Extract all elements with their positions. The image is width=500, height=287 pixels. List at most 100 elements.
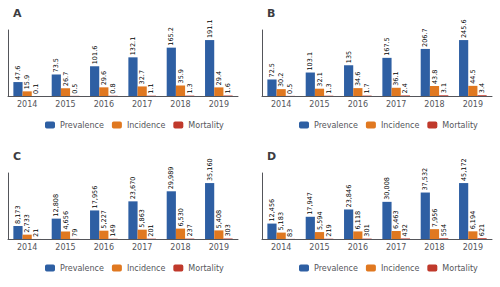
svg-text:1.1: 1.1 xyxy=(147,83,155,93)
svg-text:2014: 2014 xyxy=(271,100,291,109)
svg-text:17,956: 17,956 xyxy=(91,186,99,209)
svg-text:3.4: 3.4 xyxy=(478,83,486,93)
svg-text:12,456: 12,456 xyxy=(268,199,276,222)
svg-text:Incidence: Incidence xyxy=(127,264,166,273)
svg-text:23,846: 23,846 xyxy=(345,185,353,208)
svg-text:6,463: 6,463 xyxy=(392,210,400,229)
svg-text:C: C xyxy=(13,150,21,163)
svg-text:5,227: 5,227 xyxy=(100,210,108,229)
svg-text:2015: 2015 xyxy=(55,100,75,109)
svg-text:0.5: 0.5 xyxy=(71,84,79,94)
svg-text:2019: 2019 xyxy=(463,100,483,109)
svg-text:30,008: 30,008 xyxy=(383,177,391,200)
svg-text:2018: 2018 xyxy=(170,243,190,252)
svg-text:219: 219 xyxy=(325,224,333,236)
svg-text:2018: 2018 xyxy=(170,100,190,109)
svg-text:2017: 2017 xyxy=(132,100,152,109)
svg-text:Mortality: Mortality xyxy=(442,121,478,130)
svg-text:303: 303 xyxy=(224,224,232,236)
svg-text:2019: 2019 xyxy=(209,243,229,252)
svg-text:2.4: 2.4 xyxy=(401,83,409,93)
svg-text:2,733: 2,733 xyxy=(23,214,31,233)
svg-text:167.5: 167.5 xyxy=(383,37,391,56)
svg-text:4,656: 4,656 xyxy=(62,211,70,230)
svg-text:135: 135 xyxy=(345,51,353,63)
svg-text:73.5: 73.5 xyxy=(52,58,60,72)
svg-text:2015: 2015 xyxy=(309,100,329,109)
svg-text:1.3: 1.3 xyxy=(186,83,194,93)
svg-text:554: 554 xyxy=(440,224,448,236)
svg-text:Prevalence: Prevalence xyxy=(60,121,104,130)
svg-text:72.5: 72.5 xyxy=(268,63,276,77)
svg-text:2016: 2016 xyxy=(94,243,114,252)
svg-text:36.1: 36.1 xyxy=(392,71,400,85)
svg-text:201: 201 xyxy=(147,224,155,236)
svg-text:5,863: 5,863 xyxy=(138,209,146,228)
svg-text:206.7: 206.7 xyxy=(421,28,429,47)
svg-text:1.3: 1.3 xyxy=(325,83,333,93)
svg-text:43.8: 43.8 xyxy=(431,70,439,84)
svg-text:Incidence: Incidence xyxy=(127,121,166,130)
svg-text:23,670: 23,670 xyxy=(129,177,137,200)
svg-text:21: 21 xyxy=(32,229,40,237)
svg-text:B: B xyxy=(267,7,275,20)
svg-text:2018: 2018 xyxy=(424,100,444,109)
svg-text:2016: 2016 xyxy=(348,100,368,109)
svg-text:30.2: 30.2 xyxy=(277,73,285,87)
svg-text:Incidence: Incidence xyxy=(381,264,420,273)
svg-text:2017: 2017 xyxy=(386,100,406,109)
svg-text:Prevalence: Prevalence xyxy=(314,121,358,130)
svg-text:Mortality: Mortality xyxy=(442,264,478,273)
svg-text:2017: 2017 xyxy=(386,243,406,252)
svg-text:621: 621 xyxy=(478,224,486,236)
svg-text:D: D xyxy=(267,150,276,163)
svg-text:34.6: 34.6 xyxy=(354,72,362,86)
svg-text:2016: 2016 xyxy=(348,243,368,252)
svg-text:35,160: 35,160 xyxy=(206,158,214,181)
svg-text:301: 301 xyxy=(363,224,371,236)
svg-text:7,956: 7,956 xyxy=(431,209,439,228)
svg-text:32.7: 32.7 xyxy=(138,70,146,84)
svg-text:2017: 2017 xyxy=(132,243,152,252)
svg-text:12,808: 12,808 xyxy=(52,194,60,217)
svg-text:2018: 2018 xyxy=(424,243,444,252)
svg-text:6,118: 6,118 xyxy=(354,211,362,230)
svg-text:3.1: 3.1 xyxy=(440,83,448,93)
svg-text:1.6: 1.6 xyxy=(224,83,232,93)
svg-text:2015: 2015 xyxy=(55,243,75,252)
svg-text:0.5: 0.5 xyxy=(286,84,294,94)
svg-text:15.9: 15.9 xyxy=(23,75,31,89)
svg-text:1.7: 1.7 xyxy=(363,83,371,93)
svg-text:45,172: 45,172 xyxy=(460,158,468,181)
svg-text:26.7: 26.7 xyxy=(62,72,70,86)
svg-text:Mortality: Mortality xyxy=(188,121,224,130)
svg-text:32.1: 32.1 xyxy=(316,72,324,86)
svg-text:5,183: 5,183 xyxy=(277,212,285,231)
svg-text:Prevalence: Prevalence xyxy=(60,264,104,273)
svg-text:2016: 2016 xyxy=(94,100,114,109)
svg-text:165.2: 165.2 xyxy=(167,27,175,46)
svg-text:44.5: 44.5 xyxy=(469,69,477,83)
svg-text:29.6: 29.6 xyxy=(100,71,108,85)
svg-text:245.6: 245.6 xyxy=(460,19,468,38)
svg-text:2014: 2014 xyxy=(17,243,37,252)
svg-text:Incidence: Incidence xyxy=(381,121,420,130)
svg-text:132.1: 132.1 xyxy=(129,37,137,56)
svg-text:5,594: 5,594 xyxy=(316,211,324,230)
svg-text:0.1: 0.1 xyxy=(32,84,40,94)
svg-text:29,989: 29,989 xyxy=(167,167,175,190)
svg-text:37,532: 37,532 xyxy=(421,168,429,191)
svg-text:101.6: 101.6 xyxy=(91,46,99,65)
svg-text:6,194: 6,194 xyxy=(469,211,477,230)
svg-text:2019: 2019 xyxy=(463,243,483,252)
svg-text:2015: 2015 xyxy=(309,243,329,252)
svg-text:17,947: 17,947 xyxy=(306,192,314,215)
svg-text:2019: 2019 xyxy=(209,100,229,109)
svg-text:29.4: 29.4 xyxy=(215,71,223,85)
svg-text:103.1: 103.1 xyxy=(306,52,314,71)
svg-text:149: 149 xyxy=(109,224,117,236)
svg-text:5,408: 5,408 xyxy=(215,210,223,229)
svg-text:35.9: 35.9 xyxy=(177,69,185,83)
svg-text:237: 237 xyxy=(186,224,194,236)
svg-text:Prevalence: Prevalence xyxy=(314,264,358,273)
